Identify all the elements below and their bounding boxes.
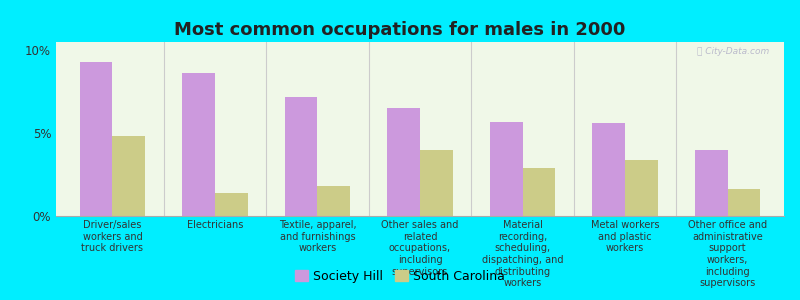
Bar bbox=[490, 122, 522, 216]
Text: Most common occupations for males in 2000: Most common occupations for males in 200… bbox=[174, 21, 626, 39]
Bar bbox=[522, 168, 555, 216]
Bar bbox=[625, 160, 658, 216]
Bar bbox=[592, 123, 625, 216]
Bar bbox=[112, 136, 146, 216]
Bar bbox=[694, 150, 728, 216]
Legend: Society Hill, South Carolina: Society Hill, South Carolina bbox=[290, 265, 510, 288]
Bar bbox=[215, 193, 248, 216]
Bar bbox=[420, 150, 453, 216]
Bar bbox=[285, 97, 318, 216]
Bar bbox=[728, 190, 761, 216]
Bar bbox=[182, 74, 215, 216]
Bar bbox=[387, 108, 420, 216]
Bar bbox=[318, 186, 350, 216]
Text: ⓘ City-Data.com: ⓘ City-Data.com bbox=[697, 47, 770, 56]
Bar bbox=[79, 62, 112, 216]
